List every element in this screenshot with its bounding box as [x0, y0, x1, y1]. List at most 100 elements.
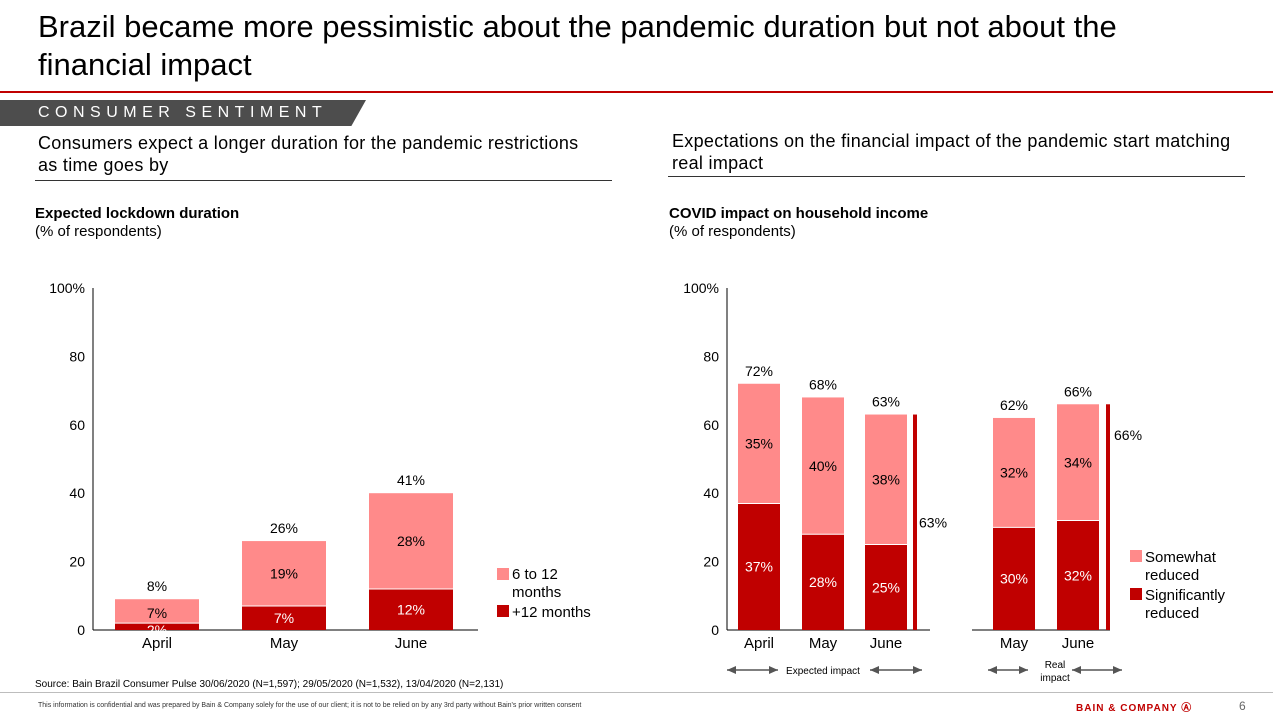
- right-subheading: Expectations on the financial impact of …: [672, 131, 1231, 173]
- left-chart-subtitle: (% of respondents): [35, 223, 162, 240]
- legend-label-line: Somewhat: [1145, 549, 1217, 566]
- y-tick-label: 60: [703, 417, 719, 433]
- legend-label-line: 6 to 12: [512, 566, 558, 583]
- legend-swatch-6-to-12-months: [497, 568, 509, 580]
- right-chart-subtitle: (% of respondents): [669, 223, 796, 240]
- expected-arrow-left-arrowhead-left: [727, 666, 736, 674]
- y-tick-label: 60: [69, 417, 85, 433]
- data-label: 12%: [397, 601, 425, 617]
- household-income-chart: 100% 80 60 40 20 0 37% 35% 72% April 28% 40% 68% May 2…: [683, 280, 1226, 684]
- y-tick-label: 80: [703, 348, 719, 364]
- legend-swatch-significantly-reduced: [1130, 588, 1142, 600]
- bar-segment-somewhat-reduced: [802, 397, 844, 535]
- section-tag-label: CONSUMER SENTIMENT: [38, 104, 328, 121]
- x-tick-label: June: [1062, 635, 1095, 652]
- data-label: 40%: [809, 458, 837, 474]
- x-tick-label: May: [270, 635, 299, 652]
- footer-divider: [0, 692, 1273, 693]
- y-tick-label: 20: [703, 554, 719, 570]
- real-arrow-left-arrowhead-right: [1019, 666, 1028, 674]
- right-chart-title: COVID impact on household income: [669, 205, 929, 222]
- bracket-label: 66%: [1114, 427, 1142, 443]
- expected-arrow-left-arrowhead-right: [769, 666, 778, 674]
- x-tick-label: April: [142, 635, 172, 652]
- source-note: Source: Bain Brazil Consumer Pulse 30/06…: [35, 679, 504, 690]
- bar-segment-significantly-reduced: [802, 534, 844, 630]
- group-label-real-impact-line: impact: [1040, 673, 1070, 684]
- data-label: 19%: [270, 566, 298, 582]
- data-label: 25%: [872, 579, 900, 595]
- total-label: 72%: [745, 363, 773, 379]
- data-label: 7%: [147, 605, 167, 621]
- bar-segment-significantly-reduced: [993, 527, 1035, 630]
- total-label: 66%: [1064, 383, 1092, 399]
- bar-segment-somewhat-reduced: [865, 414, 907, 545]
- legend-swatch-somewhat-reduced: [1130, 550, 1142, 562]
- bain-logo: BAIN & COMPANY Ⓐ: [1076, 703, 1193, 714]
- legend-label-line: reduced: [1145, 567, 1199, 584]
- right-chart-heading: COVID impact on household income (% of r…: [669, 205, 928, 241]
- bar-segment-somewhat-reduced: [1057, 404, 1099, 521]
- bar-segment-significantly-reduced: [738, 503, 780, 630]
- data-label: 32%: [1000, 465, 1028, 481]
- y-tick-label: 100%: [683, 280, 719, 296]
- data-label: 32%: [1064, 567, 1092, 583]
- data-label: 28%: [809, 574, 837, 590]
- bar-segment--12-months: [115, 623, 199, 630]
- x-tick-label: June: [395, 635, 428, 652]
- x-tick-label: April: [744, 635, 774, 652]
- x-tick-label: June: [870, 635, 903, 652]
- title-divider: [0, 91, 1273, 93]
- total-label: 63%: [872, 394, 900, 410]
- data-label: 34%: [1064, 454, 1092, 470]
- legend-label-line: Significantly: [1145, 587, 1226, 604]
- total-label: 41%: [397, 472, 425, 488]
- x-tick-label: May: [1000, 635, 1029, 652]
- bar-segment-6-to-12-months: [115, 599, 199, 624]
- group-label-real-impact-line: Real: [1045, 660, 1066, 671]
- left-subheading-rule: [35, 180, 612, 181]
- bar-segment--12-months: [242, 606, 326, 630]
- data-label: 37%: [745, 559, 773, 575]
- total-label: 62%: [1000, 397, 1028, 413]
- legend-label: +12 months: [512, 604, 591, 621]
- total-label: 26%: [270, 520, 298, 536]
- bar-segment-6-to-12-months: [369, 493, 453, 589]
- y-tick-label: 40: [69, 485, 85, 501]
- data-label: 30%: [1000, 571, 1028, 587]
- data-label: 38%: [872, 472, 900, 488]
- expected-arrow-right-arrowhead-right: [913, 666, 922, 674]
- bar-segment-somewhat-reduced: [993, 417, 1035, 528]
- left-chart-heading: Expected lockdown duration (% of respond…: [35, 205, 239, 241]
- bar-segment-6-to-12-months: [242, 541, 326, 607]
- bar-segment-significantly-reduced: [865, 544, 907, 630]
- bar-segment-significantly-reduced: [1057, 520, 1099, 630]
- left-chart-title: Expected lockdown duration: [35, 205, 240, 222]
- right-subheading-rule: [668, 176, 1245, 177]
- real-arrow-right-arrowhead-left: [1072, 666, 1081, 674]
- legend-swatch-12-months: [497, 605, 509, 617]
- y-tick-label: 20: [69, 554, 85, 570]
- confidential-note: This information is confidential and was…: [38, 702, 582, 709]
- y-tick-label: 100%: [49, 280, 85, 296]
- real-impact-bracket: [1106, 404, 1110, 630]
- x-tick-label: May: [809, 635, 838, 652]
- bar-segment--12-months: [369, 588, 453, 630]
- data-label: 28%: [397, 533, 425, 549]
- y-tick-label: 80: [69, 348, 85, 364]
- bar-segment-somewhat-reduced: [738, 383, 780, 504]
- total-label: 68%: [809, 376, 837, 392]
- expected-impact-bracket: [913, 414, 917, 630]
- real-arrow-left-arrowhead-left: [988, 666, 997, 674]
- section-tag: CONSUMER SENTIMENT: [0, 100, 366, 126]
- y-tick-label: 0: [77, 622, 85, 638]
- group-label-expected-impact: Expected impact: [786, 666, 860, 677]
- data-label: 7%: [274, 610, 294, 626]
- data-label: 2%: [147, 622, 167, 638]
- real-arrow-right-arrowhead-right: [1113, 666, 1122, 674]
- page-number: 6: [1239, 699, 1246, 713]
- expected-arrow-right-arrowhead-left: [870, 666, 879, 674]
- bain-logo-text: BAIN & COMPANY: [1076, 703, 1178, 714]
- data-label: 35%: [745, 436, 773, 452]
